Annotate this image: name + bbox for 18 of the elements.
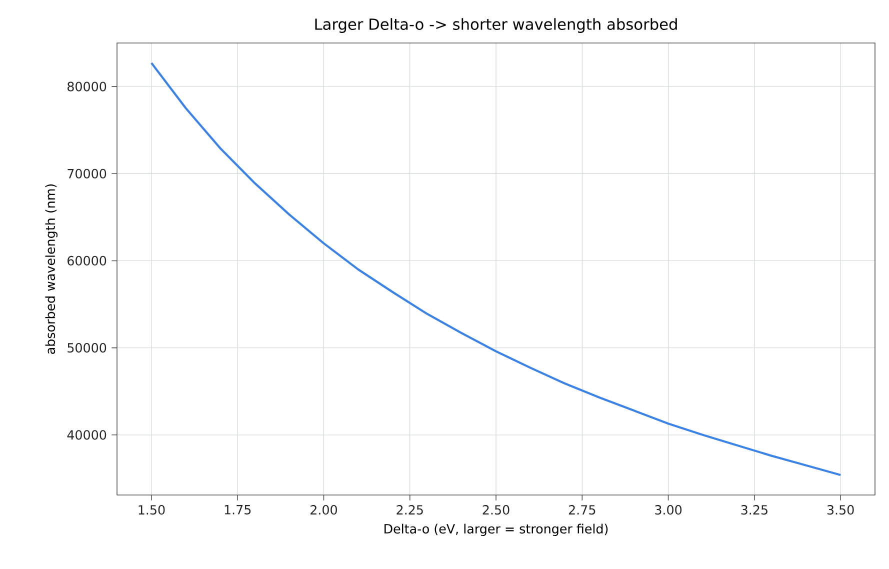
y-tick-label: 40000 — [67, 430, 106, 440]
x-tick-label: 3.00 — [655, 505, 682, 515]
x-tick-label: 2.25 — [396, 505, 423, 515]
x-tick-label: 2.50 — [482, 505, 510, 515]
y-tick-label: 70000 — [68, 168, 106, 178]
line-series — [150, 62, 842, 476]
y-tick-label: 80000 — [68, 82, 106, 92]
x-tick-label: 3.25 — [741, 505, 768, 515]
x-tick-label: 2.75 — [568, 505, 596, 515]
x-tick-label: 2.00 — [310, 505, 337, 515]
y-tick-label: 60000 — [68, 256, 106, 266]
x-tick-label: 3.50 — [827, 505, 854, 515]
x-tick-label: 1.50 — [138, 505, 165, 515]
x-tick-label: 1.75 — [224, 505, 251, 514]
y-tick-label: 50000 — [68, 343, 106, 353]
x-axis-title: Delta-o (eV, larger = stronger field) — [384, 524, 608, 536]
chart-title: Larger Delta-o -> shorter wavelength absorbed — [315, 18, 677, 33]
y-axis-title: absorbed wavelength (nm) — [45, 184, 58, 354]
